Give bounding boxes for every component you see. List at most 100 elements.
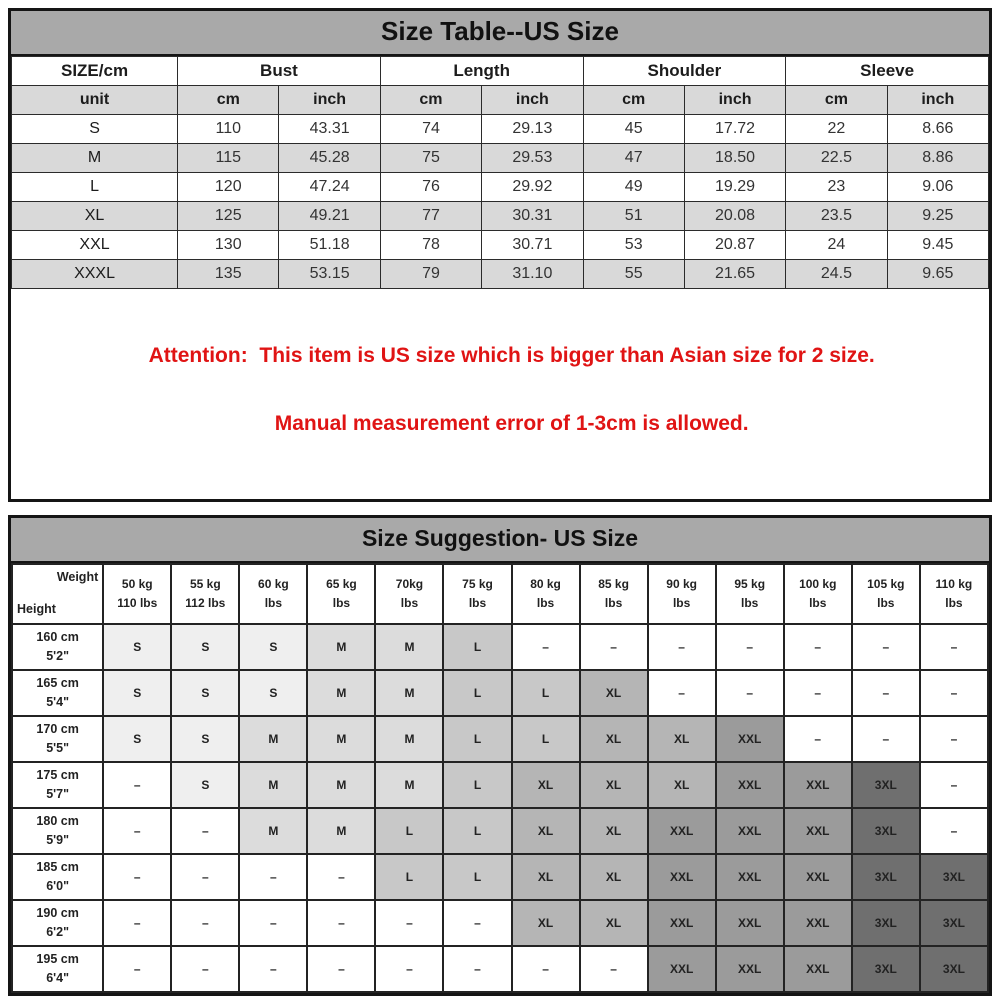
- weight-header: 65 kg lbs: [306, 563, 377, 626]
- size-suggestion-cell: XL: [510, 807, 581, 856]
- measurement-cell: 21.65: [683, 259, 787, 289]
- size-suggestion-cell: S: [170, 715, 241, 764]
- weight-kg: 80 kg: [530, 577, 561, 592]
- height-cm: 190 cm: [36, 906, 79, 921]
- size-suggestion-cell: XXL: [714, 807, 785, 856]
- measurement-cell: 8.66: [886, 114, 990, 144]
- group-header-bust: Bust: [177, 56, 381, 86]
- size-suggestion-cell: –: [714, 623, 785, 672]
- height-ft: 6'2": [46, 925, 70, 940]
- measurement-cell: 53: [582, 230, 685, 260]
- unit-header: cm: [379, 85, 483, 115]
- weight-kg: 60 kg: [258, 577, 289, 592]
- measurement-cell: 74: [379, 114, 483, 144]
- size-label: M: [10, 143, 179, 173]
- height-cm: 195 cm: [36, 952, 79, 967]
- size-suggestion-cell: 3XL: [850, 761, 921, 810]
- size-suggestion-cell: –: [510, 623, 581, 672]
- size-suggestion-cell: 3XL: [850, 807, 921, 856]
- measurement-cell: 43.31: [278, 114, 381, 144]
- weight-lbs: lbs: [332, 596, 351, 611]
- size-suggestion-cell: –: [374, 899, 445, 948]
- measurement-cell: 120: [177, 172, 280, 202]
- measurement-cell: 78: [379, 230, 483, 260]
- measurement-cell: 75: [379, 143, 483, 173]
- size-suggestion-cell: M: [238, 715, 309, 764]
- size-suggestion-cell: 3XL: [850, 853, 921, 902]
- height-cm: 175 cm: [36, 768, 79, 783]
- size-suggestion-cell: M: [306, 807, 377, 856]
- size-suggestion-cell: L: [442, 807, 513, 856]
- measurement-cell: 19.29: [683, 172, 787, 202]
- weight-kg: 65 kg: [326, 577, 357, 592]
- group-header-length: Length: [379, 56, 584, 86]
- size-suggestion-cell: XXL: [646, 853, 717, 902]
- measurement-cell: 77: [379, 201, 483, 231]
- size-suggestion-cell: XL: [646, 715, 717, 764]
- size-suggestion-cell: S: [102, 715, 173, 764]
- weight-header: 80 kg lbs: [510, 563, 581, 626]
- height-label: 180 cm 5'9": [10, 807, 105, 856]
- size-suggestion-cell: XXL: [714, 945, 785, 994]
- height-ft: 5'9": [46, 833, 70, 848]
- height-ft: 5'5": [46, 741, 70, 756]
- group-header-sleeve: Sleeve: [785, 56, 989, 86]
- measurement-cell: 22: [785, 114, 888, 144]
- weight-lbs: lbs: [741, 596, 759, 611]
- size-suggestion-cell: 3XL: [918, 853, 990, 902]
- weight-lbs: 110 lbs: [117, 596, 158, 611]
- size-suggestion-cell: –: [102, 761, 173, 810]
- size-suggestion-cell: XL: [578, 761, 649, 810]
- size-suggestion-cell: XL: [510, 761, 581, 810]
- size-row: M 115 45.28 75 29.53 47 18.50 22.5 8.86: [10, 143, 990, 173]
- size-suggestion-cell: –: [102, 899, 173, 948]
- size-suggestion-cell: XL: [646, 761, 717, 810]
- size-suggestion-cell: –: [306, 899, 377, 948]
- size-row: L 120 47.24 76 29.92 49 19.29 23 9.06: [10, 172, 990, 202]
- weight-header: 100 kg lbs: [782, 563, 853, 626]
- size-suggestion-cell: XXL: [782, 807, 853, 856]
- weight-lbs: lbs: [400, 596, 419, 611]
- measurement-cell: 49: [582, 172, 685, 202]
- size-suggestion-cell: –: [170, 807, 241, 856]
- weight-lbs: lbs: [809, 596, 827, 611]
- size-suggestion-cell: –: [102, 945, 173, 994]
- weight-kg: 50 kg: [121, 577, 153, 592]
- size-suggestion-cell: M: [238, 807, 309, 856]
- size-suggestion-cell: –: [578, 623, 649, 672]
- size-suggestion-cell: S: [170, 623, 241, 672]
- size-suggestion-cell: –: [850, 715, 921, 764]
- size-suggestion-cell: XXL: [782, 899, 853, 948]
- size-suggestion-cell: XL: [578, 669, 649, 718]
- size-suggestion-cell: –: [782, 623, 853, 672]
- size-suggestion-cell: XXL: [646, 945, 717, 994]
- suggestion-row: 160 cm 5'2" S S S M M L – – – – – – –: [10, 623, 990, 672]
- size-suggestion-cell: 3XL: [918, 945, 990, 994]
- height-ft: 6'0": [46, 879, 70, 894]
- size-suggestion-cell: M: [306, 669, 377, 718]
- corner-weight-label: Weight: [56, 570, 99, 585]
- measurement-cell: 29.13: [481, 114, 584, 144]
- measurement-cell: 76: [379, 172, 483, 202]
- height-ft: 6'4": [46, 971, 70, 986]
- measurement-cell: 9.06: [886, 172, 990, 202]
- height-cm: 170 cm: [36, 722, 79, 737]
- suggestion-row: 185 cm 6'0" – – – – L L XL XL XXL XXL XXL 3XL 3XL: [10, 853, 990, 902]
- measurement-cell: 31.10: [481, 259, 584, 289]
- size-suggestion-cell: –: [170, 853, 241, 902]
- measurement-cell: 24.5: [785, 259, 888, 289]
- size-suggestion-cell: XL: [510, 899, 581, 948]
- height-ft: 5'7": [46, 787, 70, 802]
- measurement-cell: 47.24: [278, 172, 381, 202]
- size-suggestion-cell: L: [510, 715, 581, 764]
- size-suggestion-cell: –: [306, 945, 377, 994]
- measurement-cell: 23.5: [785, 201, 888, 231]
- height-cm: 165 cm: [36, 676, 79, 691]
- size-suggestion-cell: S: [170, 669, 241, 718]
- height-cm: 185 cm: [36, 860, 79, 875]
- size-table-header: SIZE/cm Bust Length Shoulder Sleeve unit cm inc…: [10, 56, 990, 115]
- measurement-cell: 18.50: [683, 143, 787, 173]
- size-table-title: Size Table--US Size: [11, 11, 989, 56]
- measurement-cell: 29.53: [481, 143, 584, 173]
- unit-header: inch: [481, 85, 584, 115]
